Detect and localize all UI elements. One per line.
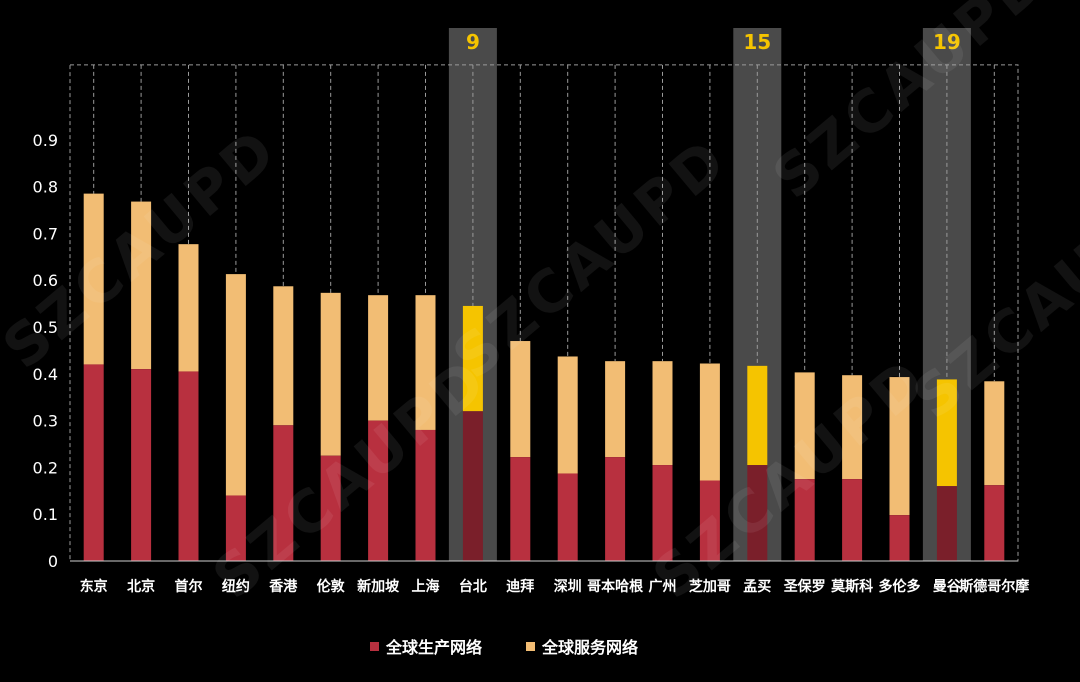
x-tick-label: 东京 — [80, 578, 108, 595]
bar-service — [83, 193, 104, 365]
x-tick-label: 斯德哥尔摩 — [959, 578, 1030, 595]
x-tick-label: 迪拜 — [506, 578, 534, 595]
y-tick-label: 0.3 — [33, 412, 58, 431]
bar-production — [605, 457, 626, 561]
legend-swatch-production — [370, 641, 379, 651]
x-tick-label: 新加坡 — [357, 578, 400, 595]
x-tick-label: 首尔 — [175, 578, 203, 595]
bar-service — [273, 286, 294, 426]
y-tick-label: 0.9 — [33, 131, 58, 150]
bar-service — [131, 201, 152, 370]
y-tick-label: 0.8 — [33, 178, 58, 197]
x-tick-label: 哥本哈根 — [587, 578, 644, 595]
x-tick-label: 香港 — [268, 578, 298, 595]
x-tick-label: 台北 — [459, 578, 487, 595]
bar-production — [178, 371, 199, 561]
bar-production — [273, 425, 294, 561]
bar-service — [747, 365, 768, 466]
bar-service — [510, 341, 531, 458]
y-tick-label: 0.4 — [33, 365, 58, 384]
legend: 全球生产网络 全球服务网络 — [370, 634, 638, 658]
bar-service — [652, 361, 673, 466]
plot-frame — [69, 64, 1019, 562]
bar-production — [225, 495, 246, 561]
bar-service — [178, 244, 199, 372]
bar-service — [557, 356, 578, 474]
bar-service — [320, 292, 341, 456]
bar-service — [936, 379, 957, 487]
bar-service — [415, 295, 436, 430]
bar-production — [842, 479, 863, 561]
bar-production — [131, 369, 152, 561]
bar-service — [842, 375, 863, 480]
bar-production — [462, 411, 483, 561]
x-tick-label: 莫斯科 — [830, 578, 873, 595]
bar-production — [557, 473, 578, 561]
y-tick-label: 0.5 — [33, 318, 58, 337]
x-tick-label: 上海 — [412, 578, 440, 595]
x-tick-label: 曼谷 — [933, 579, 962, 595]
bar-production — [368, 420, 389, 561]
bar-production — [936, 486, 957, 561]
bar-production — [889, 515, 910, 561]
y-tick-label: 0.2 — [33, 458, 58, 477]
x-tick-label: 纽约 — [222, 578, 250, 595]
bar-production — [320, 455, 341, 561]
rank-label: 15 — [743, 30, 771, 54]
x-tick-label: 多伦多 — [879, 578, 921, 595]
x-tick-label: 北京 — [127, 578, 155, 595]
rank-label: 9 — [466, 30, 480, 54]
bar-production — [83, 364, 104, 561]
legend-label-service: 全球服务网络 — [542, 638, 639, 657]
y-tick-label: 0.6 — [33, 271, 58, 290]
bar-production — [794, 479, 815, 561]
x-tick-label: 孟买 — [743, 579, 771, 595]
bar-service — [368, 295, 389, 421]
rank-label: 19 — [933, 30, 961, 54]
bar-production — [699, 480, 720, 561]
bar-production — [510, 457, 531, 561]
bar-service — [462, 305, 483, 412]
y-tick-label: 0 — [48, 552, 58, 571]
bar-production — [652, 465, 673, 561]
legend-swatch-service — [526, 641, 536, 651]
x-tick-label: 广州 — [649, 578, 677, 595]
x-tick-label: 深圳 — [554, 578, 582, 595]
y-tick-label: 0.7 — [33, 224, 58, 243]
bar-service — [794, 372, 815, 480]
bar-service — [889, 377, 910, 516]
bar-service — [984, 381, 1005, 486]
y-tick-label: 0.1 — [33, 505, 58, 524]
bar-service — [225, 274, 246, 496]
x-tick-label: 伦敦 — [317, 578, 346, 595]
bar-production — [747, 465, 768, 561]
bar-production — [984, 485, 1005, 561]
legend-item-production: 全球生产网络 — [370, 634, 482, 658]
legend-label-production: 全球生产网络 — [386, 638, 483, 657]
bar-production — [415, 429, 436, 561]
legend-item-service: 全球服务网络 — [526, 634, 638, 658]
bar-service — [605, 361, 626, 458]
x-tick-label: 芝加哥 — [689, 578, 731, 595]
bar-service — [699, 363, 720, 481]
x-tick-label: 圣保罗 — [783, 578, 826, 595]
